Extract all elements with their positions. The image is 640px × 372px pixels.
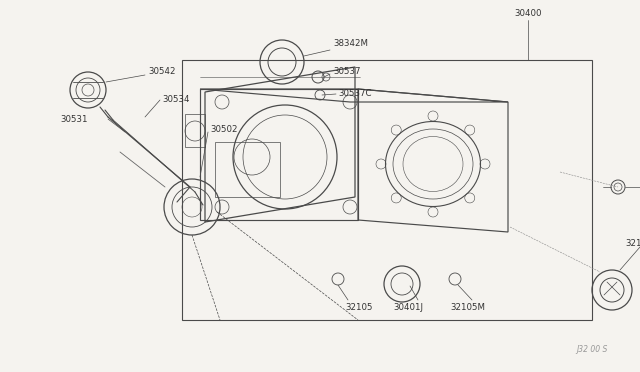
Text: 30502: 30502 [210, 125, 237, 134]
Text: 30542: 30542 [148, 67, 175, 77]
Bar [215, 142, 280, 197]
Text: 32105: 32105 [345, 304, 372, 312]
Text: 30531: 30531 [60, 115, 88, 125]
Text: 32109: 32109 [625, 240, 640, 248]
Text: 30537: 30537 [333, 67, 360, 77]
Text: 32105M: 32105M [450, 304, 485, 312]
Text: 30534: 30534 [162, 94, 189, 103]
Text: 30537C: 30537C [338, 90, 371, 99]
Text: J32 00 S: J32 00 S [577, 345, 608, 354]
Text: 38342M: 38342M [333, 39, 368, 48]
Bar [182, 60, 592, 320]
Text: 30400: 30400 [515, 10, 541, 19]
Text: 30401J: 30401J [393, 304, 423, 312]
